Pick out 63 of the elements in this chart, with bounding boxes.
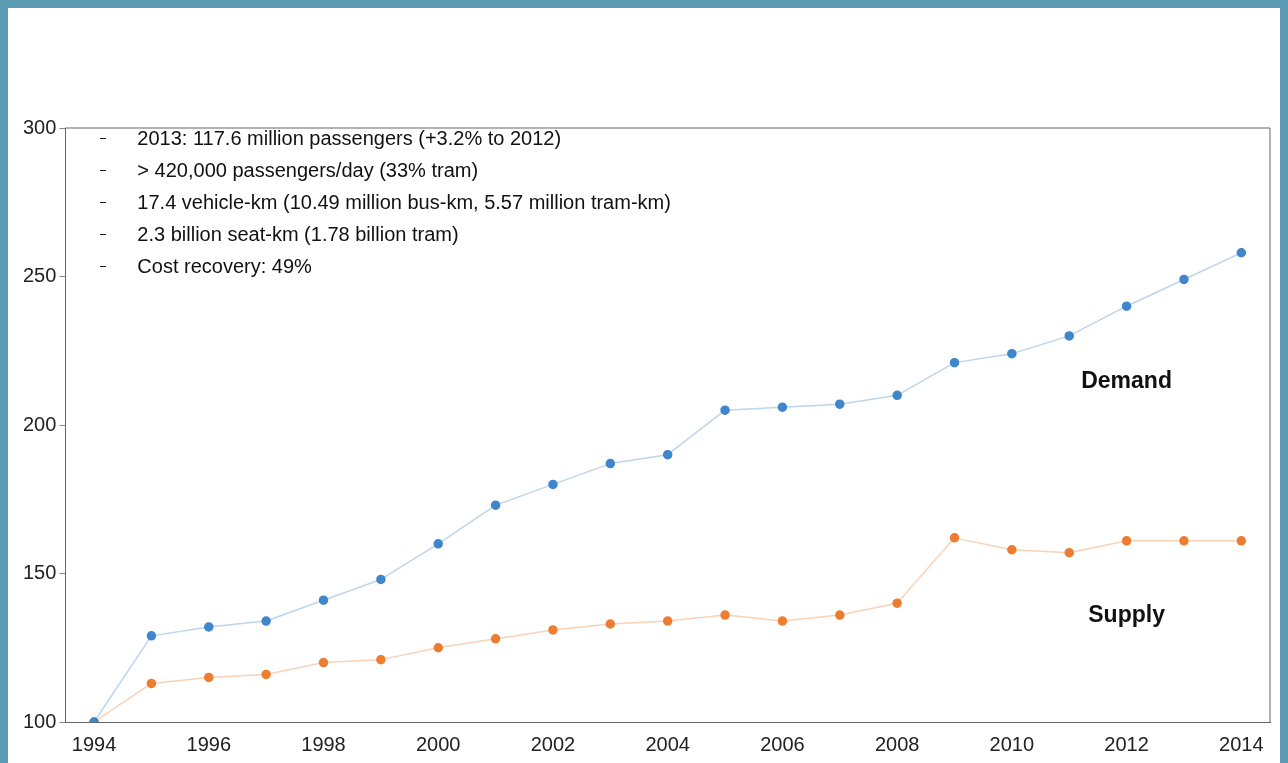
point (662, 449, 673, 460)
point (1236, 247, 1247, 258)
point (777, 402, 788, 412)
annotation: Cost recovery: 49% (137, 255, 312, 277)
point (1121, 536, 1132, 546)
point (1236, 536, 1247, 546)
series-label: Demand (1081, 366, 1172, 393)
x-tick-label: 2008 (874, 732, 920, 755)
point (1064, 547, 1074, 558)
point (261, 616, 271, 626)
text: Supply (1088, 601, 1166, 628)
x-tick-label: 2000 (415, 732, 461, 755)
point (490, 634, 501, 644)
point (1121, 301, 1132, 311)
point (720, 405, 730, 415)
point (720, 610, 730, 620)
y-tick-label: 150 (22, 561, 57, 584)
annotation: 2.3 billion seat-km (1.78 billion tram) (137, 223, 459, 245)
point (1179, 536, 1189, 546)
point (318, 657, 329, 668)
point (777, 616, 788, 626)
point (146, 631, 157, 641)
point (1179, 274, 1189, 285)
point (490, 500, 501, 510)
y-tick-label: 100 (22, 709, 57, 732)
point (548, 479, 558, 490)
point (1007, 544, 1017, 555)
point (204, 622, 214, 632)
y-tick-label: 250 (22, 264, 57, 287)
point (835, 610, 845, 620)
point (605, 619, 616, 629)
x-tick-label: 2014 (1219, 732, 1264, 755)
y-tick-label: 200 (22, 412, 57, 435)
point (204, 672, 214, 683)
point (1064, 331, 1074, 341)
x-tick-label: 1996 (186, 732, 232, 755)
x-tick-label: 1998 (301, 732, 346, 755)
x-tick-label: 2004 (645, 732, 690, 755)
annotation: > 420,000 passengers/day (33% tram) (137, 159, 479, 181)
point (949, 533, 960, 543)
point (1007, 348, 1017, 359)
point (892, 390, 902, 401)
point (318, 595, 329, 605)
point (376, 574, 386, 585)
point (949, 357, 960, 368)
point (433, 539, 443, 549)
x-tick-label: 2002 (530, 732, 576, 755)
annotation: 2013: 117.6 million passengers (+3.2% to 2012) (137, 127, 562, 149)
point (835, 399, 845, 409)
point (433, 643, 443, 653)
x-tick-label: 2012 (1104, 732, 1149, 755)
point (662, 616, 673, 626)
point (261, 669, 271, 680)
point (892, 598, 902, 608)
point (548, 625, 558, 635)
x-tick-label: 2006 (760, 732, 805, 755)
point (376, 654, 386, 665)
point (146, 678, 157, 689)
x-tick-label: 2010 (989, 732, 1035, 755)
x-tick-label: 1994 (71, 732, 117, 755)
annotation: 17.4 vehicle-km (10.49 million bus-km, 5.57 million tram-km) (137, 191, 671, 213)
y-tick-label: 300 (22, 115, 57, 138)
point (605, 458, 616, 469)
